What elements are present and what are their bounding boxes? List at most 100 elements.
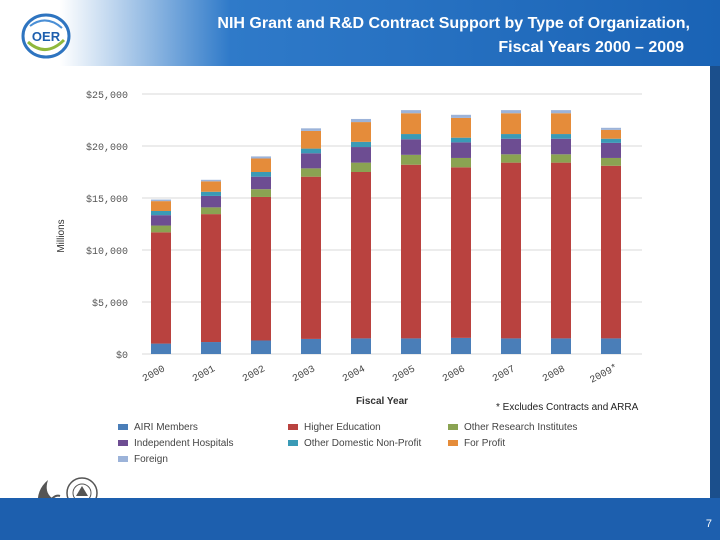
bar-segment (301, 153, 321, 169)
bar-segment (151, 225, 171, 233)
oer-logo: OER (21, 13, 71, 59)
page-number: 7 (705, 518, 712, 530)
bar-segment (551, 154, 571, 163)
bar-segment (451, 142, 471, 158)
x-tick-label: 2006 (441, 364, 467, 385)
legend-item: AIRI Members (118, 422, 198, 433)
legend-item: Other Domestic Non-Profit (288, 438, 421, 449)
legend-swatch (288, 440, 298, 447)
bar-segment (551, 110, 571, 114)
bar-segment (401, 164, 421, 339)
bar-segment (501, 134, 521, 139)
bar-segment (351, 338, 371, 354)
y-tick-label: $25,000 (86, 90, 128, 102)
bar-segment (251, 196, 271, 341)
bar-segment (601, 165, 621, 339)
bar-segment (501, 162, 521, 339)
bar-segment (601, 129, 621, 139)
header-bar: OER NIH Grant and R&D Contract Support b… (0, 0, 720, 66)
bar-segment (351, 147, 371, 163)
bar-segment (601, 127, 621, 130)
bar-segment (501, 154, 521, 163)
y-tick-label: $5,000 (92, 298, 128, 310)
bar-segment (251, 176, 271, 190)
right-edge-strip (710, 66, 720, 498)
bar-segment (251, 172, 271, 177)
bar-segment (451, 137, 471, 143)
bar-segment (351, 162, 371, 172)
legend-swatch (448, 440, 458, 447)
bar-segment (601, 338, 621, 354)
bar-segment (451, 337, 471, 354)
legend-label: Foreign (134, 454, 168, 465)
bar-segment (201, 195, 221, 208)
legend-item: Other Research Institutes (448, 422, 577, 433)
bar-segment (251, 156, 271, 159)
bar-segment (151, 343, 171, 354)
bar-segment (151, 215, 171, 226)
bar-segment (551, 113, 571, 135)
bar-segment (551, 162, 571, 339)
x-tick-label: 2007 (491, 364, 517, 385)
bar-segment (501, 338, 521, 354)
bar-segment (501, 138, 521, 155)
bar-segment (151, 201, 171, 211)
bar-segment (401, 110, 421, 114)
bar-segment (551, 134, 571, 139)
bar-segment (351, 122, 371, 142)
bar-segment (251, 340, 271, 354)
bar-segment (601, 157, 621, 166)
title-line-1: NIH Grant and R&D Contract Support by Ty… (217, 15, 690, 32)
bar-segment (201, 342, 221, 354)
bar-segment (451, 117, 471, 138)
x-tick-label: 2001 (191, 364, 217, 385)
bar-segment (251, 189, 271, 197)
bar-segment (401, 338, 421, 354)
bar-segment (201, 181, 221, 192)
x-tick-label: 2008 (541, 364, 567, 385)
stacked-bar-chart: $0 $5,000 $10,000 $15,000 $20,000 $25,000 Mill… (56, 90, 642, 407)
bar-segment (501, 110, 521, 114)
bar-segment (251, 158, 271, 172)
bar-segment (201, 179, 221, 182)
bar-segment (551, 338, 571, 354)
legend-label: For Profit (464, 438, 506, 449)
x-tick-label: 2005 (391, 364, 417, 385)
bar-segment (401, 113, 421, 135)
legend-swatch (118, 424, 128, 431)
legend-item: Higher Education (288, 422, 381, 433)
logo-text: OER (32, 29, 61, 44)
legend-item: Independent Hospitals (118, 438, 234, 449)
footer-bar (0, 498, 720, 540)
title-line-2: Fiscal Years 2000 – 2009 (498, 39, 684, 56)
legend-item: For Profit (448, 438, 505, 449)
bar-segment (301, 130, 321, 149)
x-axis-label: Fiscal Year (356, 396, 408, 407)
y-tick-label: $10,000 (86, 246, 128, 258)
y-tick-label: $15,000 (86, 194, 128, 206)
x-tick-label: 2003 (291, 364, 317, 385)
bar-segment (201, 207, 221, 215)
x-tick-label: 2000 (141, 364, 167, 385)
bar-segment (351, 118, 371, 123)
bar-segment (151, 211, 171, 216)
legend-swatch (288, 424, 298, 431)
bar-segment (501, 113, 521, 135)
legend-swatch (118, 456, 128, 463)
x-tick-label: 2004 (341, 364, 367, 385)
x-tick-label: 2002 (241, 364, 267, 385)
bar-segment (301, 176, 321, 339)
legend-label: Other Research Institutes (464, 422, 578, 433)
bar-segment (401, 139, 421, 155)
bar-segment (351, 141, 371, 148)
bar-segment (451, 167, 471, 338)
page-title: NIH Grant and R&D Contract Support by Ty… (130, 12, 690, 60)
bar-segment (401, 134, 421, 140)
bar-segment (301, 148, 321, 154)
legend-swatch (448, 424, 458, 431)
y-tick-label: $20,000 (86, 142, 128, 154)
bar-segment (301, 128, 321, 131)
y-axis-label: Millions (56, 219, 67, 252)
bar-segment (151, 199, 171, 202)
